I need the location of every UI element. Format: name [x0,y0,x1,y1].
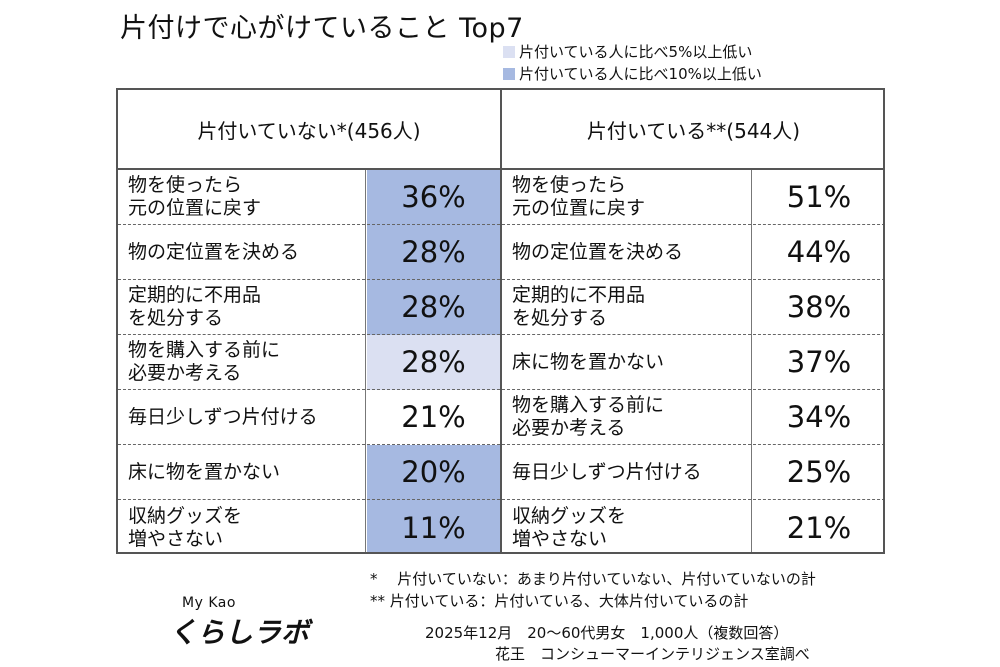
footnote-untidy: * 片付いていない：あまり片付いていない、片付いていないの計 [370,570,816,588]
legend-swatch-strong [503,67,515,80]
row-percentage: 37% [753,335,883,390]
chart-title: 片付けで心がけていること Top7 [120,13,524,44]
row-label: 毎日少しずつ片付ける [502,445,751,500]
row-label: 床に物を置かない [118,445,365,500]
logo-kurashi-labo: くらしラボ [169,616,310,649]
group-header-untidy: 片付いていない*(456人) [118,90,502,170]
row-percentage: 36% [367,170,500,225]
row-label: 定期的に不用品 を処分する [118,280,365,335]
legend-item-strong: 片付いている人に比べ10%以上低い [503,63,762,84]
row-label: 床に物を置かない [502,335,751,390]
row-label: 物を使ったら 元の位置に戻す [118,170,365,225]
ranking-table: 片付いていない*(456人) 片付いている**(544人) 物を使ったら 元の位… [116,88,885,554]
row-label: 物の定位置を決める [118,225,365,280]
source-info: 花王 コンシューマーインテリジェンス室調べ [495,645,810,663]
row-label: 物を購入する前に 必要か考える [118,335,365,390]
row-percentage: 34% [753,390,883,445]
row-label: 物を使ったら 元の位置に戻す [502,170,751,225]
row-percentage: 28% [367,225,500,280]
row-label: 物の定位置を決める [502,225,751,280]
legend-label-light: 片付いている人に比べ5%以上低い [519,43,753,61]
row-label: 毎日少しずつ片付ける [118,390,365,445]
row-percentage: 51% [753,170,883,225]
row-percentage: 21% [753,500,883,552]
column-divider-right [751,170,752,552]
logo-brand: My Kao [182,595,236,611]
row-label: 収納グッズを 増やさない [128,504,243,550]
row-label: 収納グッズを 増やさない [512,504,627,550]
group-header-tidy: 片付いている**(544人) [502,90,883,170]
row-percentage: 11% [367,500,500,552]
row-label: 定期的に不用品 を処分する [502,280,751,335]
row-percentage: 28% [367,280,500,335]
legend-swatch-light [503,45,515,58]
footnote-tidy: ** 片付いている：片付いている、大体片付いているの計 [370,592,749,610]
row-label: 物を購入する前に 必要か考える [502,390,751,445]
legend-item-light: 片付いている人に比べ5%以上低い [503,41,752,62]
row-percentage: 25% [753,445,883,500]
legend-label-strong: 片付いている人に比べ10%以上低い [519,65,762,83]
column-divider-left [365,170,366,552]
row-percentage: 28% [367,335,500,390]
survey-info: 2025年12月 20～60代男女 1,000人（複数回答） [425,624,789,642]
row-percentage: 44% [753,225,883,280]
row-percentage: 20% [367,445,500,500]
row-percentage: 21% [367,390,500,445]
group-divider [500,170,502,552]
row-percentage: 38% [753,280,883,335]
